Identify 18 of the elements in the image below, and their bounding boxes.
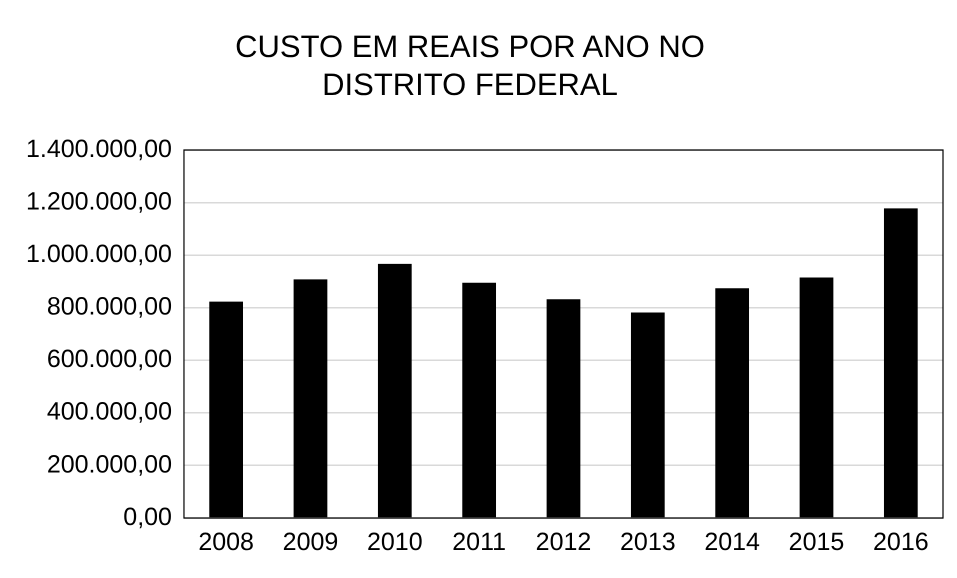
x-tick-label: 2012	[536, 528, 592, 556]
x-tick-label: 2015	[788, 528, 844, 556]
x-tick-label: 2010	[367, 528, 423, 556]
x-tick-label: 2014	[704, 528, 760, 556]
y-tick-label: 600.000,00	[46, 345, 172, 374]
chart-title: CUSTO EM REAIS POR ANO NO DISTRITO FEDERAL	[234, 28, 706, 104]
x-tick-label: 2011	[452, 528, 506, 556]
y-tick-label: 200.000,00	[46, 450, 172, 478]
y-tick-label: 1.400.000,00	[26, 134, 172, 163]
y-tick-label: 800.000,00	[46, 292, 172, 321]
x-tick-label: 2008	[198, 528, 254, 556]
y-tick-label: 400.000,00	[46, 398, 172, 426]
x-tick-label: 2016	[873, 528, 929, 556]
x-tick-label: 2009	[282, 528, 338, 556]
x-tick-label: 2013	[620, 528, 676, 556]
y-tick-label: 1.000.000,00	[26, 240, 172, 268]
y-tick-label: 1.200.000,00	[26, 187, 172, 216]
y-tick-label: 0,00	[123, 502, 172, 531]
